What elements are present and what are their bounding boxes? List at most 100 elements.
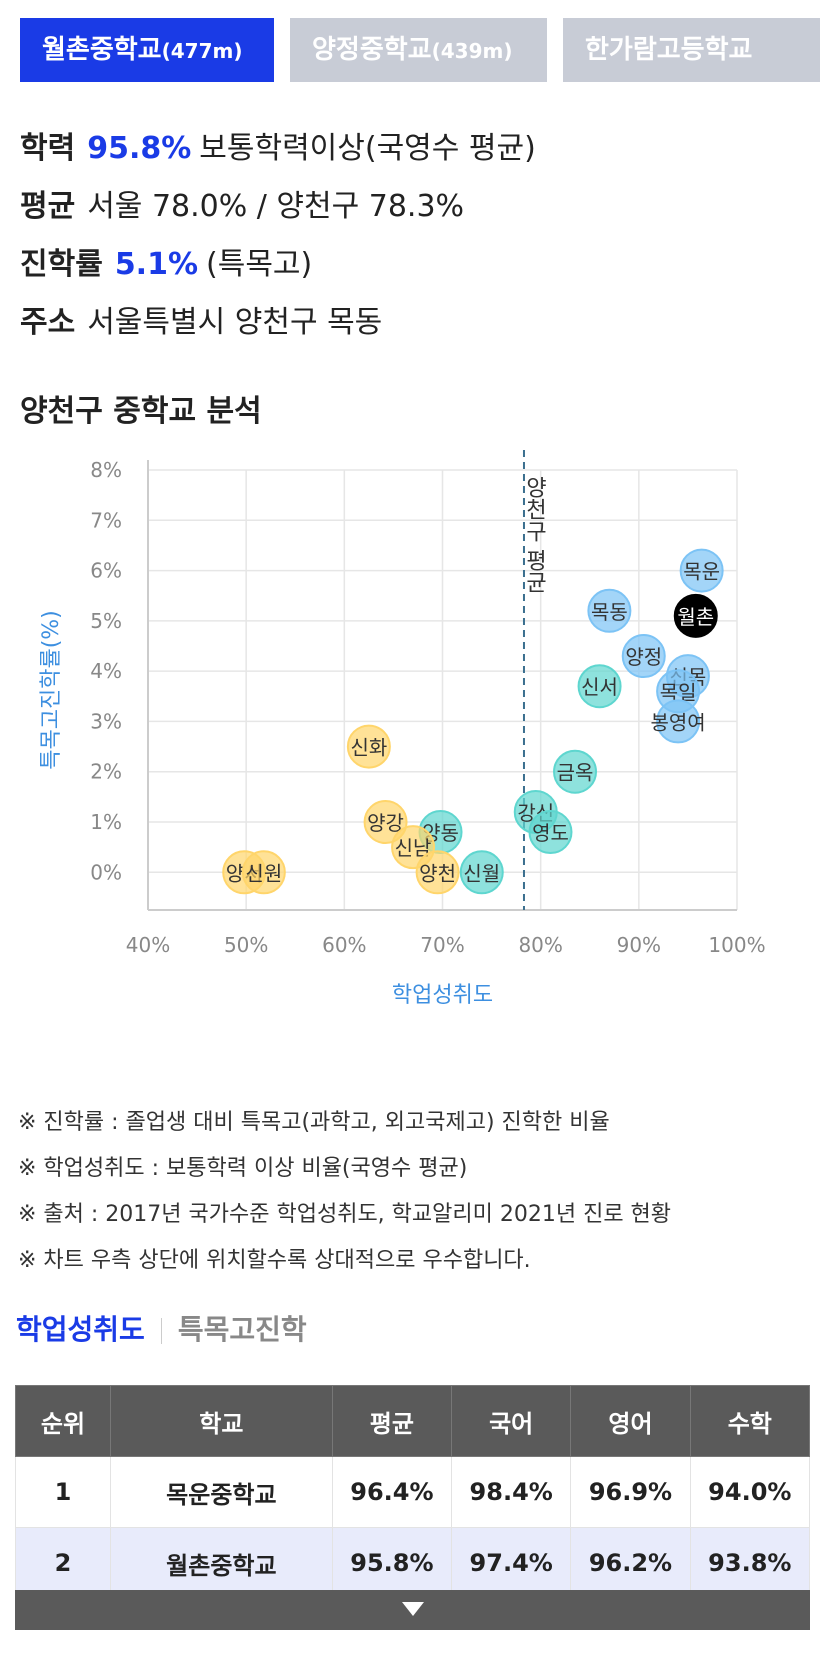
data-point: 월촌 [673,593,718,638]
point-label: 신월 [463,861,500,885]
cell-korean: 98.4% [451,1456,572,1528]
x-tick-label: 60% [322,933,366,957]
note-hint: ※ 차트 우측 상단에 위치할수록 상대적으로 우수합니다. [18,1248,531,1273]
point-marker [553,749,598,794]
scatter-chart: 0% 1% 2% 3% 4% 5% 6% 7% 8% 40% 50% 60% 70% 80% 90% 100%… [39,450,766,1008]
x-tick-label: 50% [224,933,268,957]
y-axis-label: 특목고진학률(%) [39,610,64,770]
average-row: 평균 서울 78.0% / 양천구 78.3% [20,178,536,236]
cell-korean: 97.4% [451,1527,572,1599]
average-value: 서울 78.0% / 양천구 78.3% [87,189,465,224]
point-label: 신서 [581,675,618,699]
achievement-row: 학력 95.8% 보통학력이상(국영수 평균) [20,120,536,178]
point-marker [621,634,666,679]
y-tick-label: 7% [90,508,122,532]
cell-school: 목운중학교 [110,1456,333,1528]
point-marker [415,850,460,895]
point-marker [679,548,724,593]
point-label: 월촌 [677,605,714,629]
x-tick-label: 70% [420,933,464,957]
ranking-subtabs: 학업성취도 특목고진학 [16,1308,307,1348]
subtab-divider [160,1318,162,1344]
tab-distance: (477m) [161,39,243,63]
data-point: 목운 [679,548,724,593]
data-point: 신서 [577,664,622,709]
y-tick-label: 0% [90,860,122,884]
advance-row: 진학률 5.1% (특목고) [20,236,536,294]
advance-value: 5.1% [114,247,199,282]
chart-points: 목운월촌목동양정신목목일봉영여신서금옥강신영도양동신월신화양강신남양천양서신원 [222,548,724,895]
cell-rank: 2 [14,1527,112,1599]
note-achievement: ※ 학업성취도 : 보통학력 이상 비율(국영수 평균) [18,1156,468,1181]
data-point: 목동 [587,588,632,633]
point-label: 양천 [419,861,456,885]
point-marker [363,800,408,844]
data-point: 봉영여 [650,699,706,744]
point-marker [577,664,622,709]
reference-line-label: 양천구 평균 [521,476,546,593]
data-point: 양강 [363,800,408,844]
y-tick-label: 5% [90,609,122,633]
x-axis-label: 학업성취도 [392,983,493,1008]
point-label: 양정 [625,645,662,669]
point-marker [587,588,632,633]
data-point: 신원 [241,850,286,895]
y-tick-label: 4% [90,659,122,683]
tab-wolchon[interactable]: 월촌중학교(477m) [20,18,274,82]
point-label: 영도 [532,821,569,845]
average-label: 평균 [20,189,76,224]
point-marker [241,850,286,895]
cell-rank: 1 [14,1456,112,1528]
achievement-label: 학력 [20,131,76,166]
header-school: 학교 [110,1385,333,1457]
tab-yangjeong[interactable]: 양정중학교(439m) [290,18,547,82]
note-advance: ※ 진학률 : 졸업생 대비 특목고(과학고, 외고국제고) 진학한 비율 [18,1110,610,1135]
point-label: 신원 [245,861,282,885]
header-korean: 국어 [451,1385,572,1457]
cell-average: 96.4% [331,1456,453,1528]
y-tick-label: 3% [90,709,122,733]
point-marker [673,593,718,638]
cell-average: 95.8% [331,1527,453,1599]
y-tick-label: 2% [90,760,122,784]
point-label: 목동 [591,600,628,624]
header-math: 수학 [689,1385,811,1457]
school-info: 학력 95.8% 보통학력이상(국영수 평균) 평균 서울 78.0% / 양천구 7… [20,120,536,352]
point-marker [346,724,391,769]
tab-name: 양정중학교 [312,35,432,65]
note-source: ※ 출처 : 2017년 국가수준 학업성취도, 학교알리미 2021년 진로 … [18,1202,672,1227]
x-tick-label: 100% [708,933,765,957]
point-label: 신화 [350,736,387,760]
point-label: 금옥 [557,761,594,785]
subtab-special[interactable]: 특목고진학 [177,1313,307,1346]
advance-label: 진학률 [20,247,103,282]
tab-name: 월촌중학교 [42,35,162,65]
cell-math: 94.0% [689,1456,811,1528]
tab-distance: (439m) [431,39,513,63]
advance-desc: (특목고) [206,247,313,282]
achievement-desc: 보통학력이상(국영수 평균) [199,131,536,166]
point-marker [528,810,573,855]
point-marker [459,850,504,895]
table-header-row: 순위 학교 평균 국어 영어 수학 [14,1385,811,1457]
table-row[interactable]: 1 목운중학교 96.4% 98.4% 96.9% 94.0% [14,1456,811,1528]
point-label: 양강 [367,811,404,835]
y-tick-label: 1% [90,810,122,834]
average-reference-line: 양천구 평균 [521,450,546,910]
achievement-value: 95.8% [87,131,192,166]
table-row-highlighted[interactable]: 2 월촌중학교 95.8% 97.4% 96.2% 93.8% [14,1527,811,1599]
tab-name: 한가람고등학교 [585,35,753,65]
data-point: 영도 [528,810,573,855]
expand-table-button[interactable] [15,1590,810,1630]
data-point: 양천 [415,850,460,895]
data-point: 신월 [459,850,504,895]
data-point: 금옥 [553,749,598,794]
x-tick-label: 80% [518,933,562,957]
point-label: 목운 [683,560,720,584]
section-title: 양천구 중학교 분석 [20,394,262,429]
subtab-achievement[interactable]: 학업성취도 [16,1313,145,1346]
address-label: 주소 [20,305,76,340]
data-point: 신화 [346,724,391,769]
tab-hangaram[interactable]: 한가람고등학교 [563,18,820,82]
address-value: 서울특별시 양천구 목동 [87,305,383,340]
